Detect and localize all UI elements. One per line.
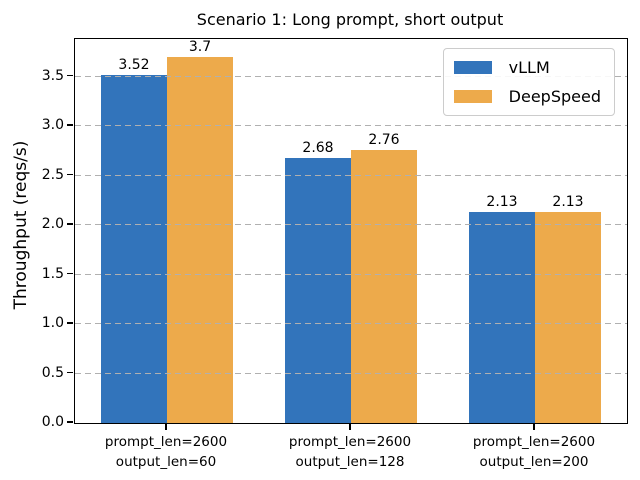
bar-value-label: 3.7 (188, 38, 212, 55)
y-tick-mark (67, 173, 73, 176)
gridline-y-1 (75, 323, 627, 325)
y-tick-label-0.5: 0.5 (41, 364, 64, 381)
bar-group-2: 2.13 2.13 (443, 194, 627, 423)
y-tick-label-1.5: 1.5 (41, 265, 64, 282)
legend-swatch-vllm (453, 61, 492, 74)
x-tick-label-line: output_len=200 (479, 454, 589, 470)
y-tick-label-3.0: 3.0 (41, 117, 64, 134)
plot-area: vLLM DeepSpeed 3.52 3.7 2.68 2.76 2.13 2.13 (74, 38, 628, 424)
legend-item-deepspeed: DeepSpeed (453, 87, 601, 106)
y-tick-mark (67, 272, 73, 275)
bar-vllm-0: 3.52 (101, 57, 167, 423)
y-tick-mark (67, 322, 73, 324)
y-tick-label-1.0: 1.0 (41, 315, 64, 332)
x-tick-mark (165, 423, 167, 430)
x-tick-label-1: prompt_len=2600 output_len=128 (289, 432, 411, 472)
legend: vLLM DeepSpeed (442, 48, 615, 116)
y-tick-label-2.0: 2.0 (41, 216, 64, 233)
bar-group-0: 3.52 3.7 (75, 39, 259, 423)
y-tick-mark (67, 223, 73, 225)
chart-title: Scenario 1: Long prompt, short output (196, 10, 504, 29)
bar-value-label: 2.76 (368, 131, 400, 148)
legend-label-vllm: vLLM (508, 58, 550, 77)
x-tick-label-0: prompt_len=2600 output_len=60 (105, 432, 227, 472)
bar-group-1: 2.68 2.76 (259, 132, 443, 423)
x-tick-label-2: prompt_len=2600 output_len=200 (473, 432, 595, 472)
legend-swatch-deepspeed (453, 90, 492, 103)
bar-value-label: 2.68 (302, 139, 334, 156)
bar-vllm-1: 2.68 (285, 140, 351, 423)
x-tick-label-line: prompt_len=2600 (288, 434, 412, 450)
y-tick-label-0.0: 0.0 (41, 414, 64, 430)
y-tick-mark (67, 421, 73, 423)
legend-label-deepspeed: DeepSpeed (508, 87, 601, 106)
bar-value-label: 3.52 (118, 56, 150, 73)
gridline-y-1.5 (75, 273, 627, 275)
bar-value-label: 2.13 (486, 194, 518, 211)
x-tick-mark (349, 423, 351, 430)
gridline-y-3 (75, 125, 627, 127)
y-tick-mark (67, 371, 73, 374)
legend-item-vllm: vLLM (453, 58, 601, 77)
bar-value-label: 2.13 (552, 194, 584, 211)
y-tick-label-2.5: 2.5 (41, 166, 64, 183)
y-tick-mark (67, 74, 73, 77)
bar-deepspeed-1: 2.76 (351, 132, 417, 423)
bar-deepspeed-2: 2.13 (535, 194, 601, 423)
x-tick-mark (533, 423, 535, 430)
bar-vllm-2: 2.13 (469, 194, 535, 423)
y-tick-label-3.5: 3.5 (41, 67, 64, 84)
x-tick-label-line: prompt_len=2600 (472, 434, 596, 450)
y-tick-mark (67, 124, 73, 126)
bar-deepspeed-0: 3.7 (167, 39, 233, 423)
gridline-y-2.5 (75, 174, 627, 176)
x-tick-label-line: output_len=128 (295, 454, 405, 470)
gridline-y-2 (75, 224, 627, 226)
gridline-y-3.5 (75, 75, 627, 77)
gridline-y-0.5 (75, 372, 627, 374)
x-tick-label-line: prompt_len=2600 (104, 434, 228, 450)
x-tick-label-line: output_len=60 (115, 454, 217, 470)
